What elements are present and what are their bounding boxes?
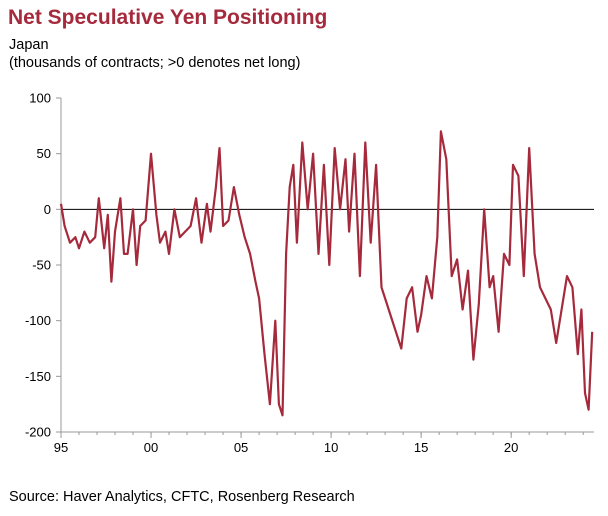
x-tick-label: 20: [504, 440, 518, 455]
y-tick-label: 0: [44, 202, 51, 217]
x-tick-label: 95: [54, 440, 68, 455]
y-tick-label: -150: [25, 369, 51, 384]
series-line: [59, 130, 594, 417]
x-tick-label: 15: [414, 440, 428, 455]
y-tick-label: -50: [32, 258, 51, 273]
chart-title: Net Speculative Yen Positioning: [8, 6, 328, 29]
y-tick-label: 50: [37, 146, 51, 161]
y-tick-label: -100: [25, 313, 51, 328]
chart-subtitle-units: (thousands of contracts; >0 denotes net …: [9, 55, 301, 71]
x-tick-label: 05: [234, 440, 248, 455]
x-tick-label: 10: [324, 440, 338, 455]
source-note: Source: Haver Analytics, CFTC, Rosenberg…: [9, 489, 355, 505]
y-tick-label: 100: [29, 91, 51, 106]
x-tick-label: 00: [144, 440, 158, 455]
y-tick-label: -200: [25, 425, 51, 440]
chart-subtitle-country: Japan: [9, 37, 49, 53]
